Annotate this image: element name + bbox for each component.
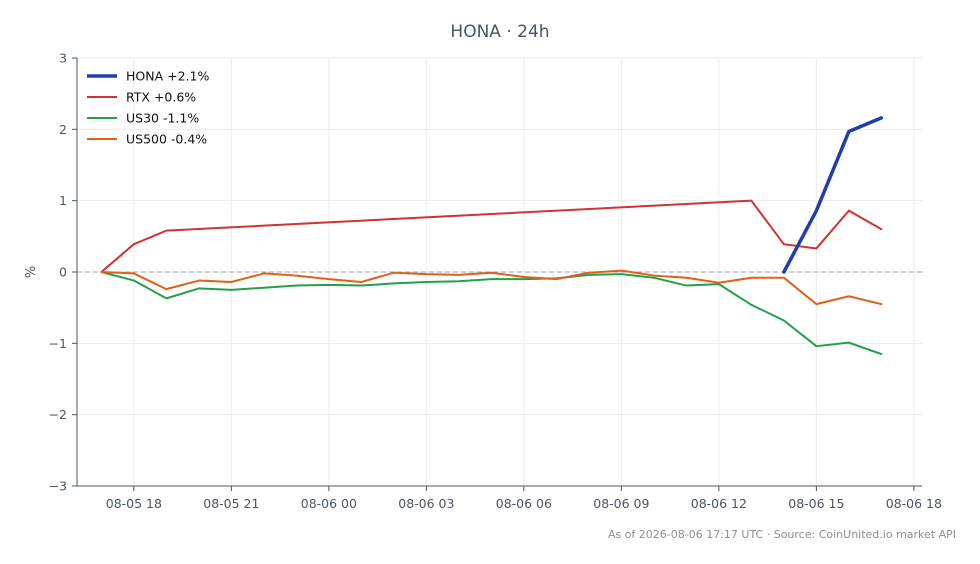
- y-tick-label: 1: [59, 193, 67, 208]
- legend-label-us30: US30 -1.1%: [126, 111, 199, 126]
- grid: [77, 57, 922, 487]
- legend-label-us500: US500 -0.4%: [126, 132, 207, 147]
- x-tick-label: 08-05 18: [106, 496, 162, 511]
- series-line-us500: [100, 269, 883, 306]
- x-tick-label: 08-06 00: [301, 496, 357, 511]
- y-axis-label: %: [24, 266, 39, 278]
- series-layer: [100, 116, 884, 356]
- x-tick-label: 08-06 12: [691, 496, 747, 511]
- x-tick-label: 08-06 18: [886, 496, 942, 511]
- y-tick-label: 3: [59, 51, 67, 66]
- y-tick-label: −2: [49, 407, 67, 422]
- series-line-rtx: [100, 199, 883, 273]
- y-tick-label: 2: [59, 122, 67, 137]
- y-tick-label: 0: [59, 265, 67, 280]
- legend-label-hona: HONA +2.1%: [126, 69, 209, 84]
- x-tick-label: 08-05 21: [203, 496, 259, 511]
- chart-title: HONA · 24h: [450, 22, 549, 42]
- y-tick-label: −3: [49, 479, 67, 494]
- legend-label-rtx: RTX +0.6%: [126, 90, 196, 105]
- legend: HONA +2.1% RTX +0.6% US30 -1.1% US500 -0.4%: [87, 69, 209, 147]
- x-tick-label: 08-06 09: [593, 496, 649, 511]
- footer-note: As of 2026-08-06 17:17 UTC · Source: Coi…: [608, 528, 956, 541]
- axes: 3 2 1 0 −1 −2 −3 08-05 18 08-05 21 08-06 00 08-06 …: [49, 51, 942, 512]
- series-line-us30: [100, 271, 883, 356]
- x-tick-label: 08-06 15: [788, 496, 844, 511]
- x-tick-label: 08-06 06: [496, 496, 552, 511]
- x-tick-label: 08-06 03: [398, 496, 454, 511]
- y-tick-label: −1: [49, 336, 67, 351]
- series-line-hona: [782, 116, 884, 274]
